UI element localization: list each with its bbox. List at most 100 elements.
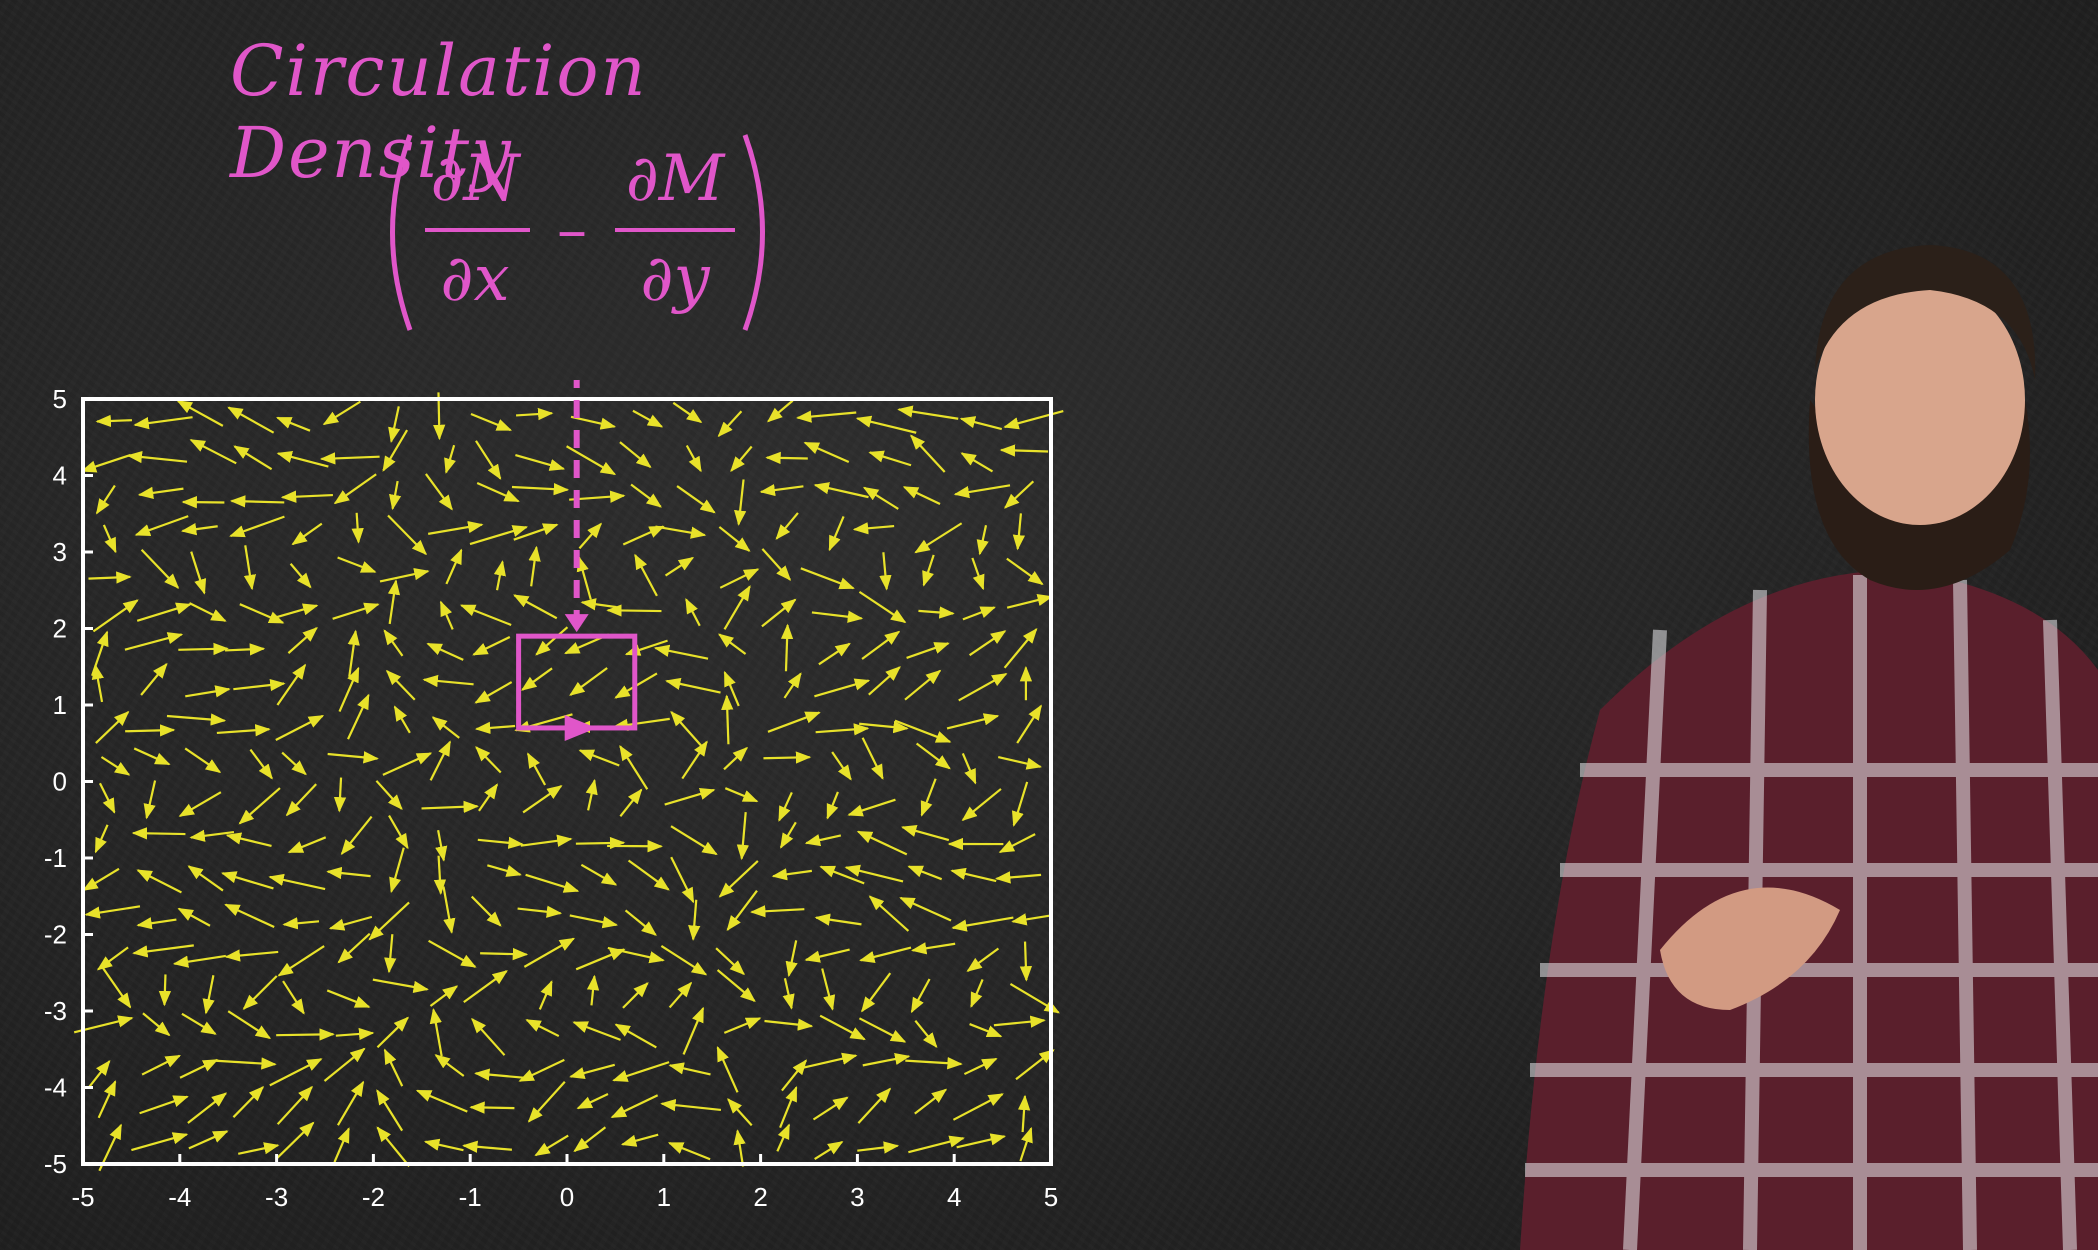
vector-arrow xyxy=(470,412,513,432)
vector-arrow xyxy=(282,917,320,930)
vector-arrow xyxy=(685,598,701,627)
vector-arrow xyxy=(906,642,950,659)
formula-den-left: ∂x xyxy=(440,242,509,316)
formula-num-left: ∂N xyxy=(430,142,521,216)
vector-arrow xyxy=(966,947,1000,972)
vector-arrow xyxy=(522,785,563,814)
vector-arrow xyxy=(573,1126,607,1153)
vector-arrow xyxy=(800,567,855,590)
vector-arrow xyxy=(124,632,184,651)
vector-arrow xyxy=(469,525,529,546)
vector-arrow xyxy=(960,452,994,473)
vector-arrow xyxy=(277,945,325,977)
vector-arrow xyxy=(619,788,643,818)
vector-arrow xyxy=(676,485,716,514)
vector-arrow xyxy=(281,751,307,776)
vector-arrow xyxy=(811,610,864,623)
vector-arrow xyxy=(828,516,845,552)
vector-arrow xyxy=(761,598,797,628)
vector-arrow xyxy=(382,429,409,472)
vector-arrow xyxy=(634,553,658,597)
vector-arrow xyxy=(578,749,620,767)
vector-arrow xyxy=(761,548,792,581)
vector-arrow xyxy=(319,452,380,465)
vector-arrow xyxy=(376,1126,411,1167)
vector-arrow xyxy=(575,836,626,850)
vector-arrow xyxy=(185,685,231,698)
vector-arrow xyxy=(914,522,963,554)
vector-arrow xyxy=(779,821,797,849)
vector-arrow xyxy=(586,974,600,1006)
presenter-hair xyxy=(1815,245,2036,380)
vector-arrow xyxy=(181,496,225,509)
vector-arrow xyxy=(423,1138,464,1152)
vector-arrow xyxy=(831,751,852,781)
vector-arrow xyxy=(534,1134,569,1157)
vector-arrow xyxy=(333,777,347,813)
vector-arrow xyxy=(136,869,182,894)
vector-arrow xyxy=(612,1061,670,1082)
vector-arrow xyxy=(444,444,456,474)
x-tick-label: 5 xyxy=(1044,1182,1058,1212)
vector-arrow xyxy=(291,522,323,546)
vector-arrow xyxy=(340,815,373,855)
vector-arrow xyxy=(763,751,812,764)
vector-arrow xyxy=(427,520,484,535)
vector-arrow xyxy=(229,515,285,538)
vector-arrow xyxy=(224,949,279,962)
vector-arrow xyxy=(946,713,1000,730)
vector-arrow xyxy=(968,630,1007,657)
vector-arrow xyxy=(95,414,133,428)
vector-arrow xyxy=(815,723,870,736)
x-tick-label: -2 xyxy=(362,1182,385,1212)
left-paren xyxy=(390,134,413,331)
vector-arrow xyxy=(1016,704,1042,744)
y-tick-label: 5 xyxy=(53,384,67,414)
vector-arrow xyxy=(969,1023,1003,1038)
vector-arrow xyxy=(429,740,452,781)
vector-arrow xyxy=(688,899,701,941)
vector-arrow xyxy=(580,598,617,611)
vector-arrow xyxy=(493,560,506,591)
vector-arrow xyxy=(858,590,907,624)
vector-arrow xyxy=(387,514,428,556)
vector-arrow xyxy=(134,515,189,536)
vector-arrow xyxy=(961,752,977,785)
vector-arrow xyxy=(624,909,657,936)
vector-arrow xyxy=(133,747,171,766)
vector-arrow xyxy=(723,585,751,630)
vector-arrow xyxy=(736,812,750,861)
vector-arrow xyxy=(176,400,224,427)
x-tick-label: 4 xyxy=(947,1182,961,1212)
vector-arrow xyxy=(472,635,511,656)
vector-arrow xyxy=(998,833,1036,854)
x-axis-ticks: -5 -4 -3 -2 -1 0 1 2 3 4 5 xyxy=(71,1154,1058,1212)
vector-arrow xyxy=(178,642,229,656)
vector-arrow xyxy=(959,416,1003,431)
vector-arrow xyxy=(910,978,931,1014)
vector-arrow xyxy=(668,1062,711,1076)
vector-arrow xyxy=(1004,480,1035,509)
vector-arrow xyxy=(347,693,370,740)
vector-arrow xyxy=(527,1080,566,1123)
vector-arrow xyxy=(627,859,670,891)
vector-arrow xyxy=(862,486,899,510)
vector-arrow xyxy=(383,629,404,657)
vector-arrow xyxy=(622,982,649,1009)
vector-arrow xyxy=(578,522,602,550)
x-tick-label: -4 xyxy=(168,1182,191,1212)
y-axis-ticks: 5 4 3 2 1 0 -1 -2 -3 -4 -5 xyxy=(44,384,93,1179)
vector-arrow xyxy=(275,714,325,741)
vector-arrow xyxy=(462,1140,512,1153)
vector-arrow xyxy=(429,985,459,1007)
vector-arrow xyxy=(844,864,904,883)
x-tick-label: -3 xyxy=(265,1182,288,1212)
vector-arrow xyxy=(425,473,453,511)
vector-arrow xyxy=(388,406,401,443)
vector-arrow xyxy=(338,666,360,712)
vector-arrow xyxy=(517,905,563,918)
vector-arrow xyxy=(332,602,380,620)
vector-arrow xyxy=(137,486,184,499)
x-tick-label: 0 xyxy=(560,1182,574,1212)
vector-arrow xyxy=(685,444,702,473)
